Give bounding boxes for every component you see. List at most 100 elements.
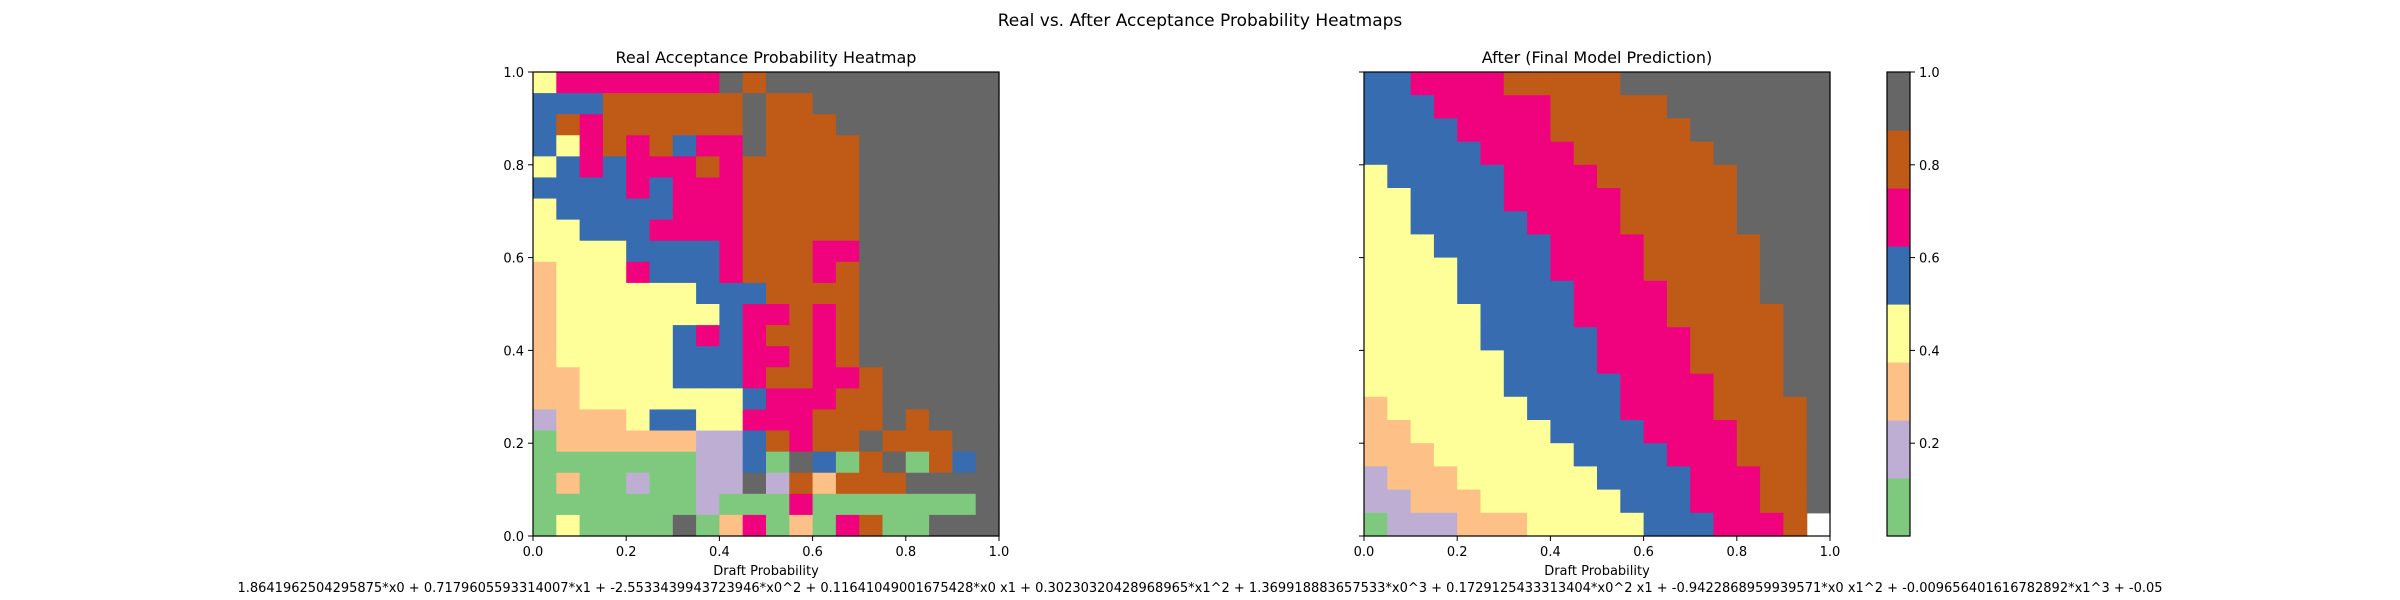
real-cell-r0-c4 xyxy=(626,72,651,94)
real-cell-r12-c16 xyxy=(905,325,930,347)
after-cell-r8-c16 xyxy=(1736,257,1761,282)
real-cell-r1-c16 xyxy=(905,93,930,115)
after-cell-r6-c11 xyxy=(1620,211,1645,235)
after-cell-r1-c17 xyxy=(1760,95,1784,119)
real-cell-r0-c19 xyxy=(975,72,1000,94)
after-cell-r17-c7 xyxy=(1527,466,1551,491)
after-cell-r3-c18 xyxy=(1783,141,1808,166)
after-cell-r17-c1 xyxy=(1387,466,1412,491)
after-cell-r2-c15 xyxy=(1713,118,1738,143)
after-cell-r10-c10 xyxy=(1597,304,1621,328)
real-cell-r18-c5 xyxy=(649,451,674,474)
after-cell-r12-c8 xyxy=(1550,350,1575,375)
after-cell-r5-c2 xyxy=(1410,188,1435,212)
real-cell-r15-c11 xyxy=(789,388,814,411)
after-cell-r12-c9 xyxy=(1573,350,1598,375)
real-cell-r14-c3 xyxy=(602,367,627,389)
after-cell-r19-c2 xyxy=(1410,512,1435,537)
real-cell-r5-c10 xyxy=(766,177,790,200)
colorbar-frame xyxy=(1886,71,1911,537)
real-cell-r17-c6 xyxy=(672,430,697,453)
real-cell-r19-c18 xyxy=(952,472,977,495)
after-cell-r13-c7 xyxy=(1527,373,1551,398)
after-cell-r13-c1 xyxy=(1387,373,1412,398)
real-cell-r15-c18 xyxy=(952,388,977,411)
after-cell-r5-c19 xyxy=(1806,188,1831,212)
after-cell-r12-c11 xyxy=(1620,350,1645,375)
after-cell-r2-c12 xyxy=(1643,118,1668,143)
after-cell-r12-c6 xyxy=(1503,350,1528,375)
after-cell-r3-c13 xyxy=(1666,141,1691,166)
real-cell-r17-c8 xyxy=(719,430,744,453)
real-cell-r16-c6 xyxy=(672,409,697,432)
real-cell-r13-c19 xyxy=(975,346,1000,368)
after-cell-r18-c7 xyxy=(1527,489,1551,514)
real-cell-r2-c18 xyxy=(952,114,977,136)
real-cell-r14-c4 xyxy=(626,367,651,389)
real-cell-r5-c17 xyxy=(929,177,953,200)
real-cell-r13-c1 xyxy=(556,346,581,368)
real-cell-r19-c13 xyxy=(835,472,860,495)
after-cell-r3-c2 xyxy=(1410,141,1435,166)
after-cell-r18-c10 xyxy=(1597,489,1621,514)
real-cell-r8-c13 xyxy=(835,240,860,263)
after-cell-r14-c4 xyxy=(1457,396,1482,421)
after-cell-r13-c18 xyxy=(1783,373,1808,398)
after-cell-r2-c18 xyxy=(1783,118,1808,143)
after-cell-r17-c10 xyxy=(1597,466,1621,491)
after-cell-r8-c8 xyxy=(1550,257,1575,282)
after-cell-r6-c15 xyxy=(1713,211,1738,235)
after-cell-r4-c14 xyxy=(1690,164,1715,189)
real-cell-r7-c11 xyxy=(789,219,814,242)
real-cell-r16-c19 xyxy=(975,409,1000,432)
real-cell-r8-c8 xyxy=(719,240,744,263)
real-cell-r6-c0 xyxy=(533,198,557,221)
real-cell-r19-c5 xyxy=(649,472,674,495)
real-cell-r10-c18 xyxy=(952,282,977,305)
real-cell-r12-c1 xyxy=(556,325,581,347)
real-cell-r14-c10 xyxy=(766,367,790,389)
real-cell-r5-c19 xyxy=(975,177,1000,200)
after-cell-r5-c14 xyxy=(1690,188,1715,212)
real-cell-r21-c15 xyxy=(882,514,907,537)
x-ticks-after: 0.0 0.2 0.4 0.6 0.8 1.0 xyxy=(1354,536,1840,560)
real-cell-r8-c18 xyxy=(952,240,977,263)
after-cell-r18-c18 xyxy=(1783,489,1808,514)
real-cell-r9-c16 xyxy=(905,261,930,284)
real-cell-r8-c14 xyxy=(859,240,884,263)
after-cell-r0-c1 xyxy=(1387,72,1412,96)
real-cell-r14-c6 xyxy=(672,367,697,389)
heatmap-cells-after xyxy=(1364,72,1831,537)
real-cell-r6-c13 xyxy=(835,198,860,221)
after-cell-r9-c7 xyxy=(1527,280,1551,305)
real-cell-r20-c8 xyxy=(719,493,744,516)
real-cell-r4-c1 xyxy=(556,156,581,179)
real-cell-r21-c18 xyxy=(952,514,977,537)
heatmap-real: Real Acceptance Probability Heatmap 0.0 0… xyxy=(503,48,1009,579)
after-cell-r8-c5 xyxy=(1480,257,1505,282)
real-cell-r19-c0 xyxy=(533,472,557,495)
after-cell-r0-c14 xyxy=(1690,72,1715,96)
after-cell-r11-c15 xyxy=(1713,327,1738,351)
real-cell-r15-c2 xyxy=(579,388,604,411)
after-cell-r11-c17 xyxy=(1760,327,1784,351)
y-ticks-real: 0.0 0.2 0.4 0.6 0.8 1.0 xyxy=(503,66,533,545)
real-cell-r15-c14 xyxy=(859,388,884,411)
real-cell-r21-c19 xyxy=(975,514,1000,537)
real-cell-r21-c10 xyxy=(766,514,790,537)
real-cell-r0-c7 xyxy=(696,72,720,94)
real-cell-r17-c2 xyxy=(579,430,604,453)
after-cell-r13-c9 xyxy=(1573,373,1598,398)
after-cell-r19-c17 xyxy=(1760,512,1784,537)
real-cell-r8-c19 xyxy=(975,240,1000,263)
real-cell-r16-c5 xyxy=(649,409,674,432)
after-cell-r2-c16 xyxy=(1736,118,1761,143)
after-cell-r1-c10 xyxy=(1597,95,1621,119)
real-cell-r3-c4 xyxy=(626,135,651,157)
after-cell-r7-c0 xyxy=(1364,234,1388,259)
real-cell-r19-c12 xyxy=(812,472,837,495)
real-cell-r7-c16 xyxy=(905,219,930,242)
after-cell-r6-c0 xyxy=(1364,211,1388,235)
real-cell-r14-c11 xyxy=(789,367,814,389)
